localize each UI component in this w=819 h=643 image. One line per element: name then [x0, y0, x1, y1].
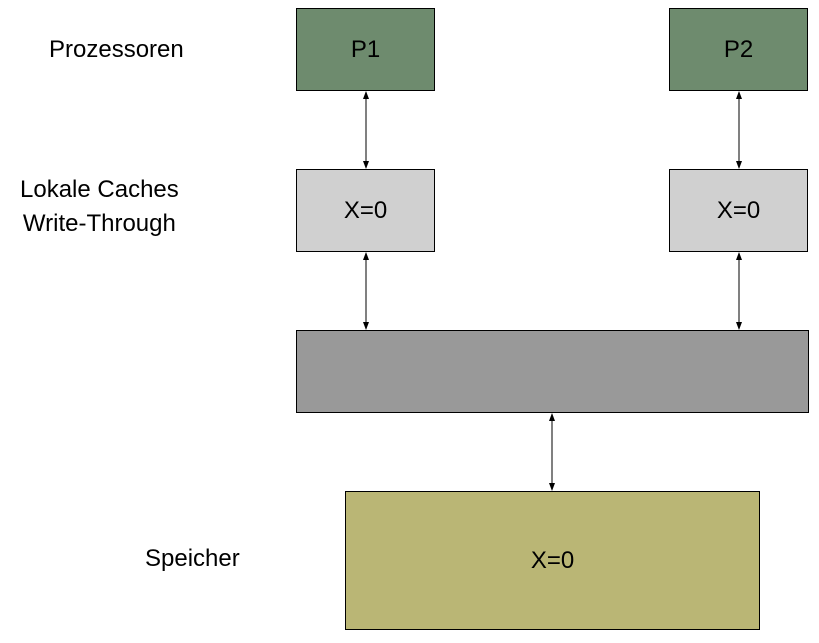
cache-p1: X=0 [296, 169, 435, 252]
cache-p2: X=0 [669, 169, 808, 252]
label-memory: Speicher [145, 545, 240, 572]
processor-p2: P2 [669, 8, 808, 91]
bus [296, 330, 809, 413]
label-caches: Lokale Caches Write-Through [20, 173, 179, 241]
memory: X=0 [345, 491, 760, 630]
label-caches-line1: Lokale Caches [20, 176, 179, 203]
label-processors: Prozessoren [49, 36, 184, 63]
processor-p1: P1 [296, 8, 435, 91]
label-caches-line2: Write-Through [22, 210, 176, 237]
